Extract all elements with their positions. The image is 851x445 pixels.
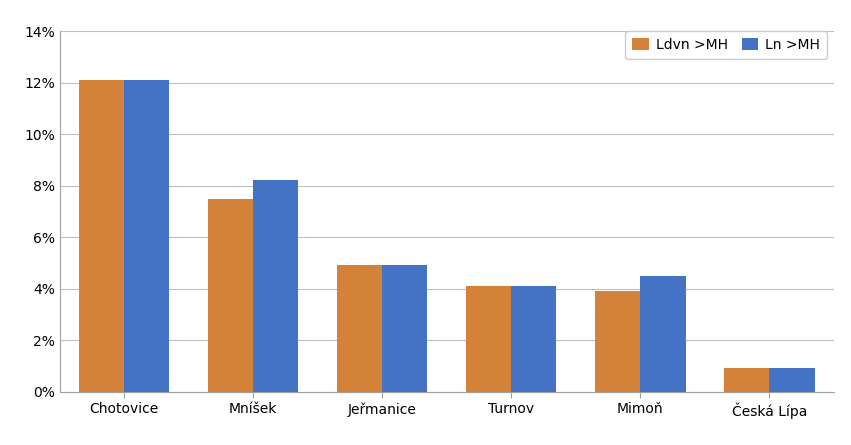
Bar xyxy=(595,291,640,392)
Bar xyxy=(769,368,814,392)
Bar xyxy=(466,286,511,392)
Bar xyxy=(382,265,427,392)
Bar xyxy=(254,181,299,392)
Bar xyxy=(337,265,382,392)
Bar xyxy=(640,276,686,392)
Bar xyxy=(724,368,769,392)
Bar xyxy=(208,198,254,392)
Bar xyxy=(79,80,124,392)
Bar xyxy=(511,286,557,392)
Bar xyxy=(124,80,169,392)
Legend: Ldvn >MH, Ln >MH: Ldvn >MH, Ln >MH xyxy=(625,31,827,59)
